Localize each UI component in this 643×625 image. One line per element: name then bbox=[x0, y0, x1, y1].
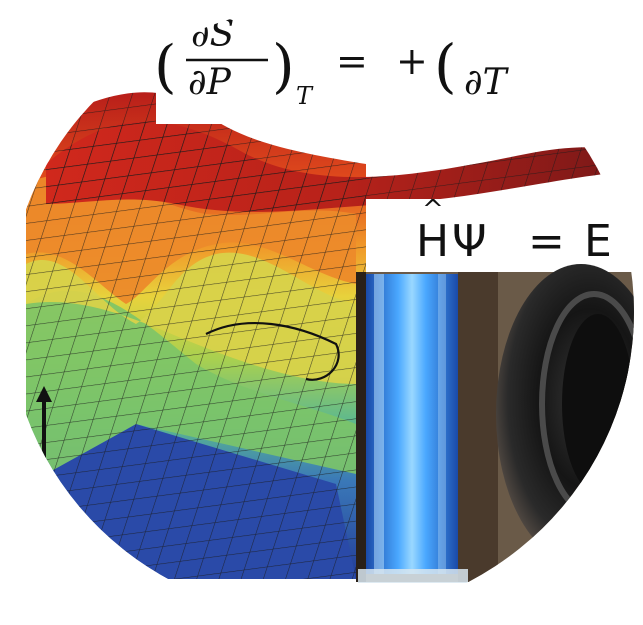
maxwell-left-denominator: ∂P bbox=[188, 62, 232, 103]
potential-energy-surface bbox=[26, 92, 626, 579]
left-paren: ( bbox=[154, 32, 177, 100]
circular-collage: ( ∂S ∂P ) T = + ( ∂T ^ H Ψ bbox=[6, 4, 636, 621]
psi-symbol: Ψ bbox=[452, 216, 487, 267]
contour-line bbox=[205, 322, 340, 381]
right-left-paren: ( bbox=[434, 32, 457, 100]
maxwell-equals: = bbox=[336, 39, 368, 83]
hamiltonian-hat: ^ bbox=[422, 195, 444, 225]
schrodinger-equals: = bbox=[528, 216, 565, 267]
maxwell-subscript: T bbox=[296, 82, 314, 110]
right-paren: ) bbox=[272, 32, 295, 100]
maxwell-plus: + bbox=[396, 39, 428, 83]
collage-svg: ( ∂S ∂P ) T = + ( ∂T ^ H Ψ bbox=[8, 6, 634, 618]
schrodinger-equation: ^ H Ψ = E bbox=[416, 195, 612, 267]
maxwell-left-numerator: ∂S bbox=[191, 14, 234, 55]
hamiltonian-operator: H bbox=[416, 216, 449, 267]
schrodinger-panel bbox=[366, 199, 634, 269]
photo-panel bbox=[356, 264, 634, 583]
energy-symbol: E bbox=[584, 216, 612, 267]
maxwell-right-partial: ∂T bbox=[464, 62, 510, 103]
